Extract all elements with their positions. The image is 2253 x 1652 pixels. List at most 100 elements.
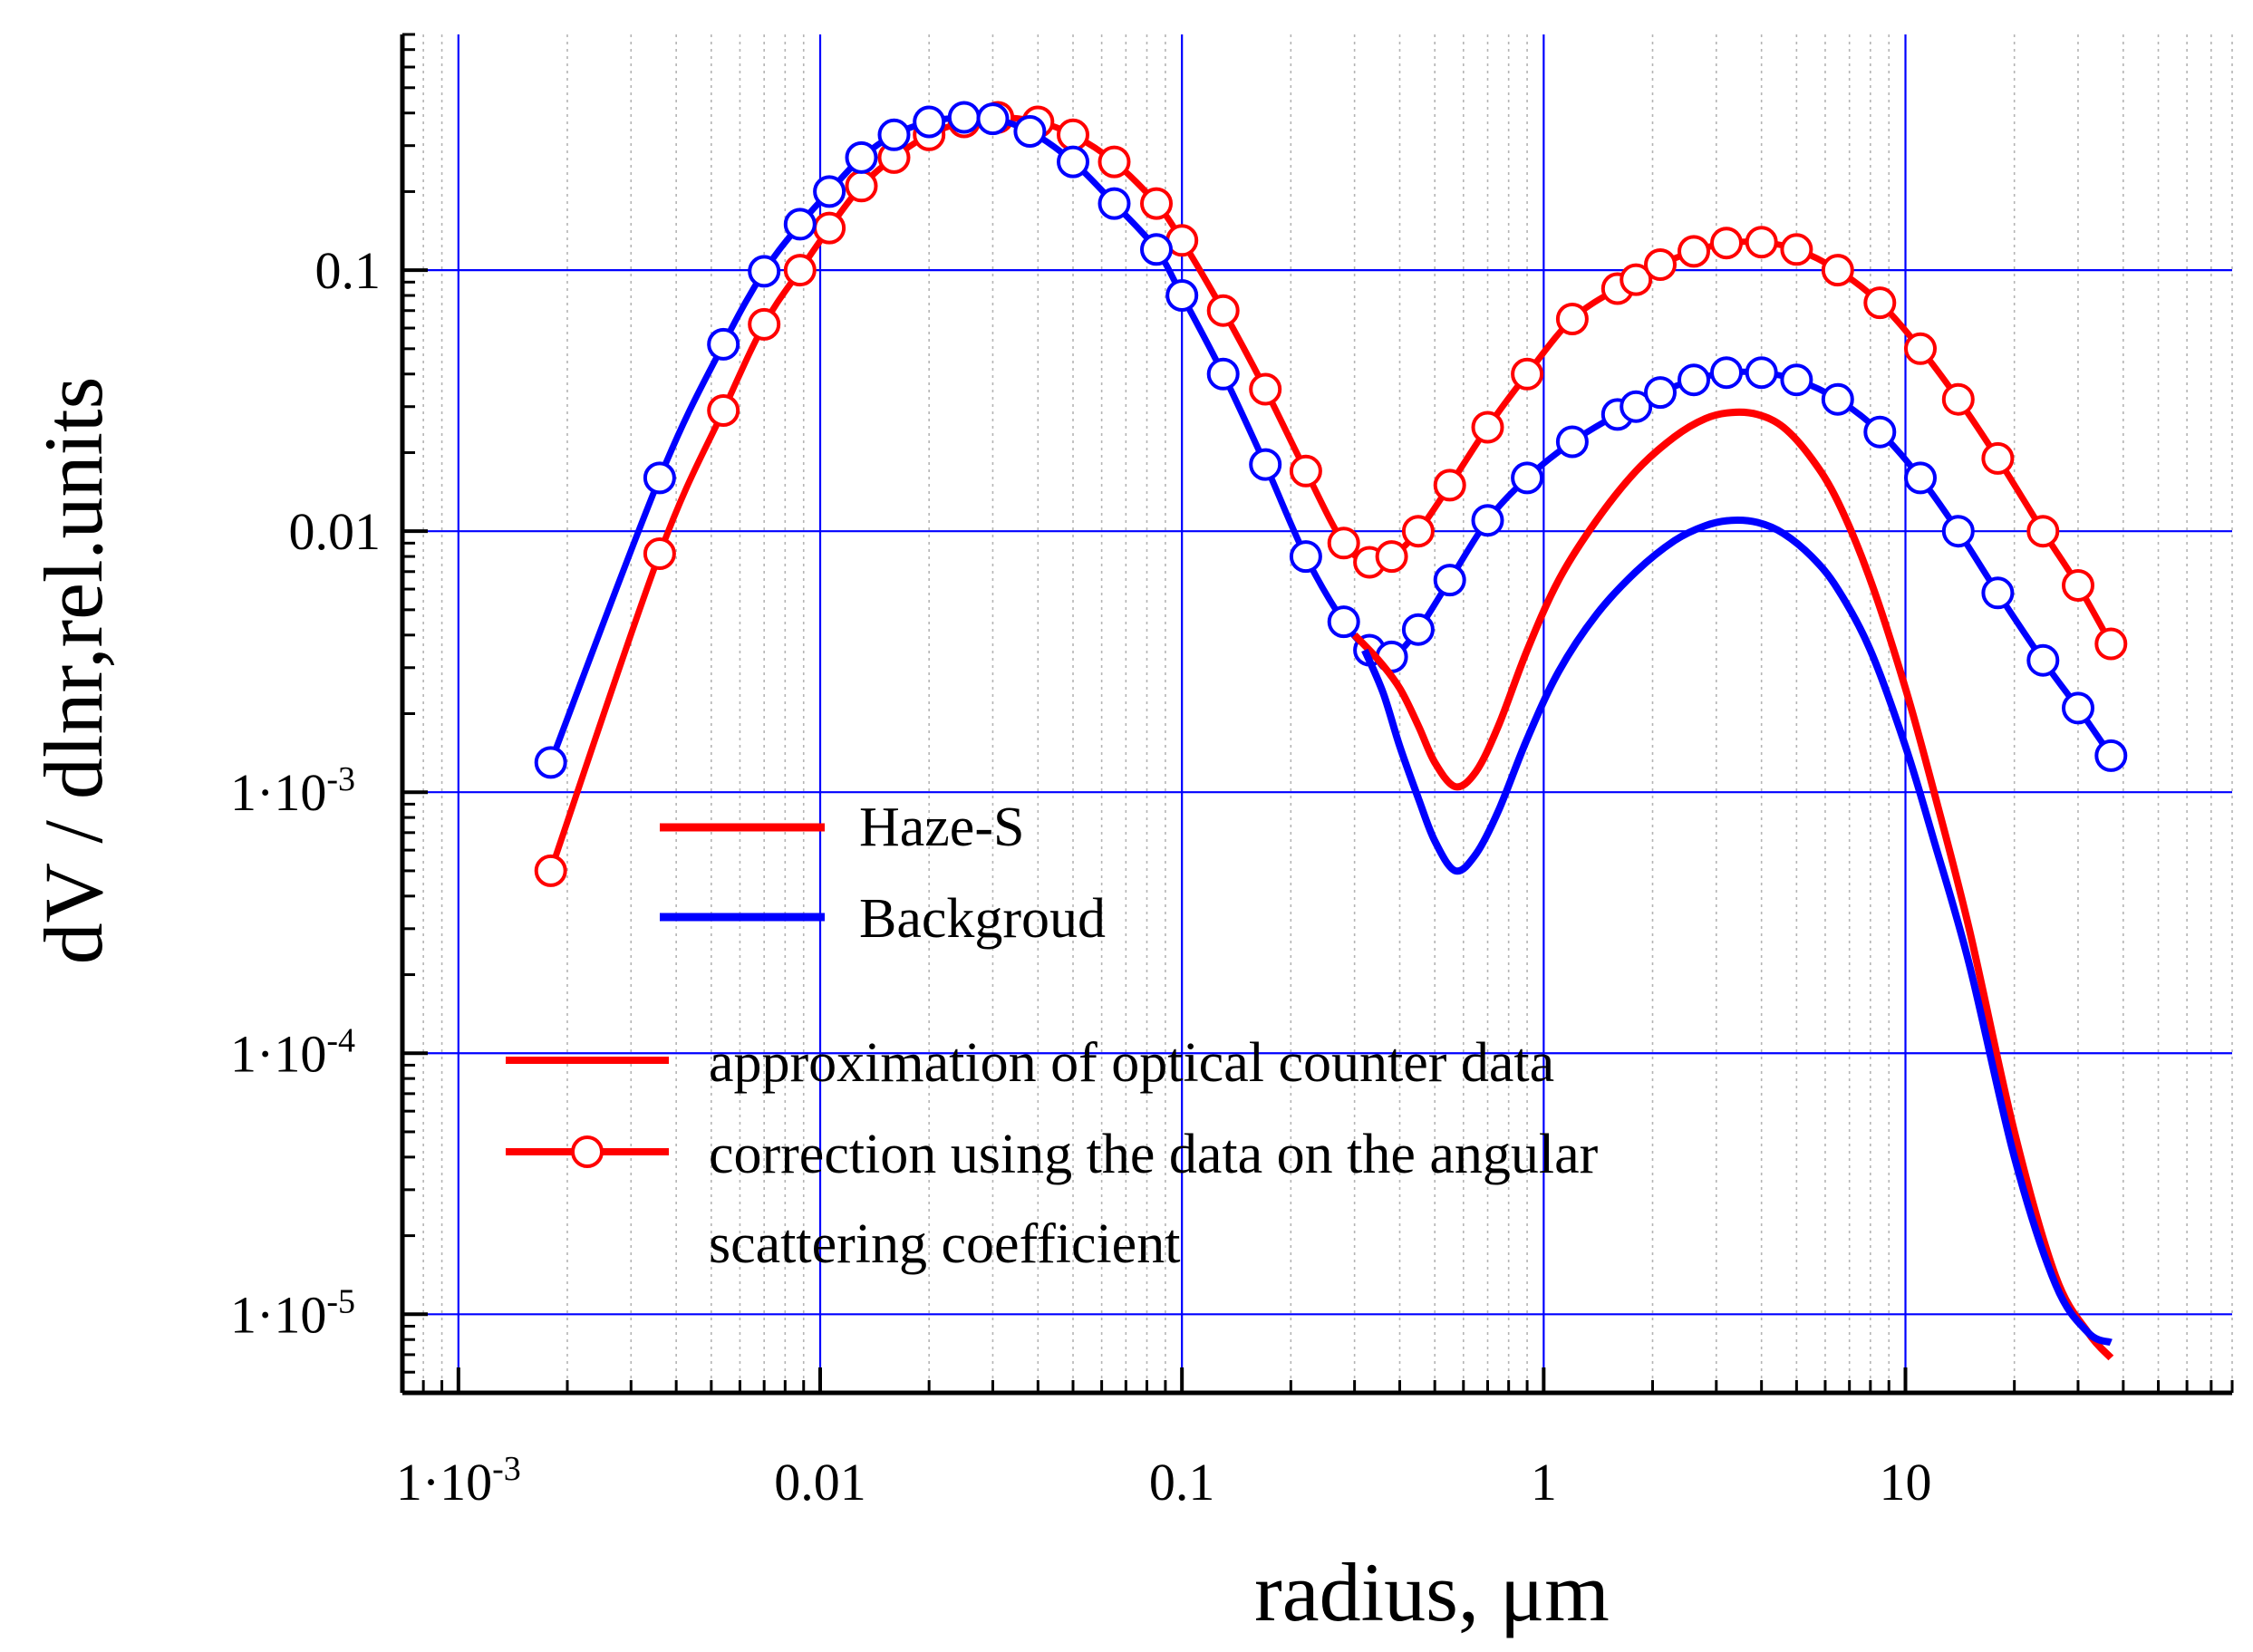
series-line-3 (1361, 517, 2113, 1347)
series-0-marker (1863, 286, 1897, 320)
series-0-marker (1745, 226, 1778, 259)
series-1-marker (1710, 356, 1743, 390)
series-1-marker (1401, 613, 1435, 646)
x-tick-label: 1 (1531, 1453, 1557, 1512)
y-tick-exponent: -3 (326, 760, 355, 798)
series-1-marker (1057, 145, 1089, 179)
series-1-marker (913, 105, 946, 139)
y-tick-label: 0.01 (289, 502, 382, 561)
series-0-marker (783, 254, 817, 287)
legend-label-correction: correction using the data on the angular (709, 1124, 1599, 1185)
series-1-marker (1206, 357, 1240, 391)
series-1-marker (1678, 363, 1710, 397)
series-1-marker (1433, 564, 1466, 597)
series-1-marker (707, 327, 740, 361)
series-0-marker (643, 537, 676, 570)
y-tick-label: 0.1 (315, 241, 382, 300)
series-1-marker (1981, 576, 2015, 610)
x-tick-label: 10 (1880, 1453, 1932, 1512)
series-0-marker (845, 169, 878, 203)
series-1-marker (1249, 448, 1282, 481)
y-tick-exponent: -5 (326, 1282, 355, 1320)
series-1-marker (2062, 691, 2094, 725)
series-0-marker (707, 394, 740, 427)
series-1-marker (534, 746, 567, 779)
series-1-marker (1140, 233, 1173, 266)
x-tick-label: 0.01 (774, 1453, 866, 1512)
series-0-marker (1097, 145, 1131, 179)
series-1-marker (2094, 739, 2128, 772)
legend-swatch-correction-marker (571, 1135, 604, 1168)
series-1-marker (1555, 425, 1589, 459)
series-0-marker (1555, 303, 1589, 335)
major-grid (402, 34, 2232, 1393)
series-1-marker (1745, 356, 1778, 390)
series-line-2 (1351, 408, 2114, 1361)
series-0-marker (1904, 332, 1937, 365)
series-0-marker (748, 307, 781, 341)
series-0-marker (1057, 118, 1089, 151)
series-0-marker (1289, 454, 1322, 488)
series-0-marker (1678, 235, 1710, 268)
series-1-marker (813, 175, 846, 208)
series-1-marker (2026, 643, 2060, 677)
series-0-marker (1401, 515, 1435, 548)
y-tick-exponent: -4 (326, 1021, 355, 1059)
series-0-marker (1206, 294, 1240, 327)
series-1-marker (1097, 187, 1131, 220)
series-0-marker (1375, 540, 1408, 574)
series-0-marker (534, 854, 567, 887)
series-0-marker (1780, 233, 1813, 266)
series-1-marker (1620, 390, 1653, 423)
series-1-marker (845, 140, 878, 174)
series-1-marker (1780, 363, 1813, 397)
series-1-marker (783, 208, 817, 241)
series-1-marker (877, 118, 911, 151)
series-0-marker (1821, 254, 1854, 287)
series-1-marker (1904, 461, 1937, 495)
series-0-marker (1644, 248, 1677, 281)
series-0-marker (1941, 382, 1975, 416)
series-1-marker (947, 101, 981, 134)
series-0-marker (1511, 357, 1544, 391)
series-1-marker (1644, 376, 1677, 410)
legend-label-haze: Haze-S (859, 797, 1024, 858)
x-tick-label: 1·10-3 (396, 1450, 521, 1512)
series-1-marker (1821, 382, 1854, 416)
x-axis-title: radius, μm (1254, 1546, 1610, 1638)
series-0-marker (813, 211, 846, 245)
series-0-marker (1249, 372, 1282, 406)
x-tick-label: 0.1 (1149, 1453, 1215, 1512)
legend-label-correction-cont: scattering coefficient (709, 1213, 1180, 1275)
series-1-marker (1013, 115, 1047, 148)
series-1-marker (1863, 415, 1897, 449)
series-0-marker (1140, 187, 1173, 220)
legend: Haze-S Backgroud approximation of optica… (506, 797, 1599, 1275)
tick-labels: 1·10-3 0.01 0.1 1 101·10-51·10-41·10-30.010.… (230, 241, 1931, 1512)
series-1-marker (1471, 504, 1504, 537)
series-0-marker (1327, 527, 1360, 560)
series-1-marker (748, 255, 781, 288)
series-1-marker (1941, 515, 1975, 548)
series-0-marker (1471, 411, 1504, 444)
series-layer (534, 101, 2128, 1361)
series-0-marker (2026, 515, 2060, 548)
series-0-marker (1710, 227, 1743, 260)
series-1-marker (1289, 540, 1322, 574)
series-1-marker (976, 102, 1010, 136)
legend-label-background: Backgroud (859, 888, 1106, 950)
legend-label-approximation: approximation of optical counter data (709, 1032, 1554, 1094)
series-0-marker (1620, 263, 1653, 296)
series-0-marker (1433, 469, 1466, 502)
series-1-marker (1327, 605, 1360, 639)
series-1-marker (1511, 461, 1544, 495)
x-tick-exponent: -3 (492, 1450, 521, 1488)
series-0-marker (2094, 627, 2128, 661)
y-axis-title: dV / dlnr,rel.units (27, 377, 120, 965)
series-1-marker (1165, 279, 1199, 312)
series-0-marker (2062, 569, 2094, 602)
axes (400, 33, 2234, 1396)
series-1-marker (643, 461, 676, 495)
series-0-marker (1981, 441, 2015, 475)
